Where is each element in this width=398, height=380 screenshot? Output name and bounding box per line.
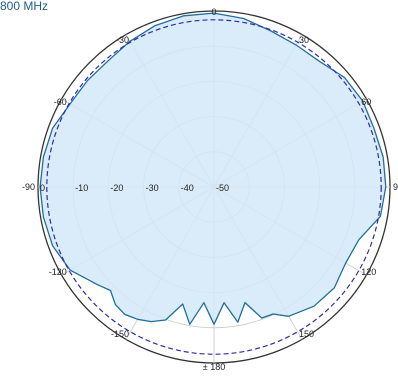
radial-label: -30 [146, 183, 159, 193]
angle-label: 120 [361, 267, 376, 277]
reference-layer [46, 19, 382, 355]
angle-label: 30 [299, 35, 309, 45]
radial-label: -10 [75, 183, 88, 193]
angle-label: -60 [54, 97, 67, 107]
reference-circle [46, 19, 382, 355]
angle-label: ± 180 [203, 362, 225, 372]
angle-label: 150 [299, 329, 314, 339]
pattern-curve [39, 12, 387, 325]
angle-label: -90 [22, 182, 35, 192]
radial-label: 0 [40, 183, 45, 193]
angle-label: -30 [116, 35, 129, 45]
pattern-layer [39, 12, 387, 325]
angle-label: 60 [361, 97, 371, 107]
angle-label: 9 [393, 182, 398, 192]
angle-label: -120 [49, 267, 67, 277]
angle-label: 0 [211, 7, 216, 17]
chart-title: 800 MHz [0, 0, 49, 13]
angle-label: -150 [111, 329, 129, 339]
radial-label: -40 [181, 183, 194, 193]
radial-label: -50 [216, 183, 229, 193]
radial-label: -20 [110, 183, 123, 193]
label-layer: 0 30 60 9 120 150 ± 180 -150 -120 -90 -60 -30 0 -10 -2… [22, 7, 398, 372]
